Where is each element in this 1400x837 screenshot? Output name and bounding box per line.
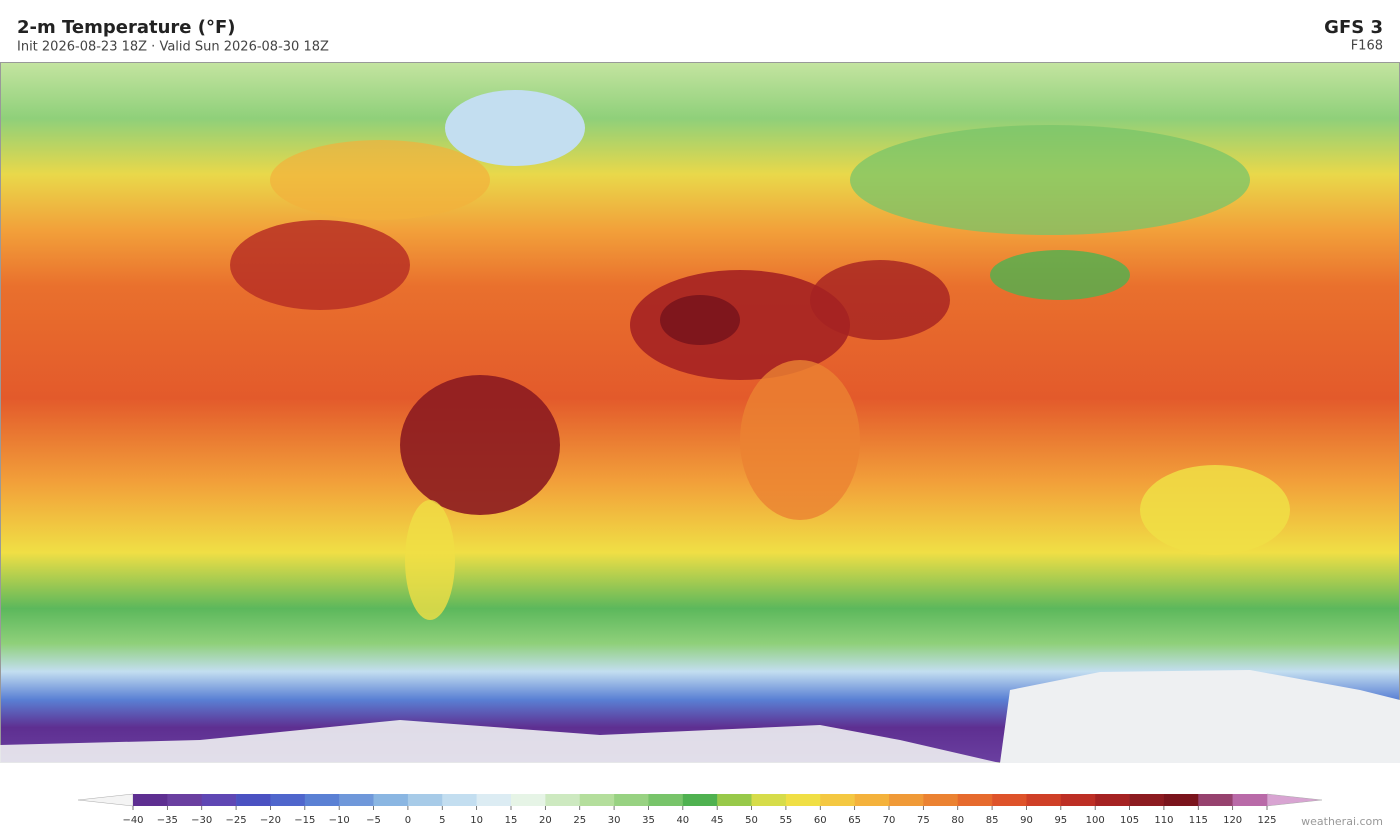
land-region — [990, 250, 1130, 300]
land-region — [660, 295, 740, 345]
colorbar-segment — [682, 794, 718, 806]
colorbar: −40 −35 −30 −25 −20 −15 −10 −5 0 5 10 15 20 25 30 35 40 4… — [77, 793, 1323, 826]
colorbar-tick-label: 125 — [1257, 815, 1276, 826]
colorbar-tick-label: 10 — [470, 815, 483, 826]
colorbar-tick-label: −10 — [329, 815, 350, 826]
colorbar-tick-label: 75 — [917, 815, 930, 826]
colorbar-tick-label: 5 — [439, 815, 445, 826]
colorbar-tick-label: −40 — [122, 815, 143, 826]
colorbar-tick-label: 70 — [883, 815, 896, 826]
colorbar-tick-label: 45 — [711, 815, 724, 826]
land-region — [230, 220, 410, 310]
colorbar-tick-label: 85 — [986, 815, 999, 826]
colorbar-tick-label: 0 — [405, 815, 411, 826]
colorbar-tick-label: −20 — [260, 815, 281, 826]
watermark: weatherai.com — [1301, 815, 1383, 828]
colorbar-segment — [923, 794, 959, 806]
colorbar-segment — [1026, 794, 1062, 806]
colorbar-tick-label: 15 — [505, 815, 518, 826]
land-region — [270, 140, 490, 220]
land-region — [445, 90, 585, 166]
colorbar-segment — [373, 794, 409, 806]
land-region — [400, 375, 560, 515]
map — [0, 62, 1400, 763]
colorbar-segment — [957, 794, 993, 806]
colorbar-segment — [648, 794, 684, 806]
colorbar-segment — [167, 794, 203, 806]
forecast-hour: F168 — [1351, 39, 1383, 54]
colorbar-segment — [511, 794, 546, 806]
colorbar-tick-label: 80 — [951, 815, 964, 826]
colorbar-segment — [1095, 794, 1130, 806]
colorbar-tick-label: 25 — [573, 815, 586, 826]
colorbar-segment — [304, 794, 340, 806]
colorbar-extension — [1266, 793, 1323, 807]
colorbar-segment — [545, 794, 581, 806]
colorbar-segment — [1198, 794, 1233, 806]
colorbar-tick-label: 95 — [1054, 815, 1067, 826]
colorbar-segment — [717, 794, 752, 806]
land-region — [405, 500, 455, 620]
antarctica — [0, 720, 1000, 763]
colorbar-tick-label: 110 — [1154, 815, 1173, 826]
colorbar-segment — [751, 794, 787, 806]
colorbar-tick-label: 35 — [642, 815, 655, 826]
colorbar-extension — [77, 793, 134, 807]
colorbar-segment — [442, 794, 477, 806]
colorbar-segment — [1232, 794, 1268, 806]
colorbar-tick-label: 50 — [745, 815, 758, 826]
colorbar-segment — [1060, 794, 1096, 806]
colorbar-segment — [820, 794, 855, 806]
colorbar-segment — [614, 794, 649, 806]
colorbar-segment — [270, 794, 306, 806]
colorbar-segment — [236, 794, 271, 806]
colorbar-tick-label: 65 — [848, 815, 861, 826]
colorbar-tick-label: 40 — [676, 815, 689, 826]
land-region — [1140, 465, 1290, 555]
subtitle: Init 2026-08-23 18Z · Valid Sun 2026-08-… — [17, 40, 329, 55]
colorbar-segment — [785, 794, 821, 806]
colorbar-tick-label: 100 — [1086, 815, 1105, 826]
land-region — [810, 260, 950, 340]
colorbar-segment — [339, 794, 374, 806]
colorbar-tick-label: −30 — [191, 815, 212, 826]
colorbar-tick-label: 115 — [1189, 815, 1208, 826]
colorbar-tick-label: −25 — [226, 815, 247, 826]
colorbar-tick-label: −5 — [366, 815, 381, 826]
colorbar-tick-label: 60 — [814, 815, 827, 826]
colorbar-segment — [1163, 794, 1199, 806]
colorbar-segment — [201, 794, 237, 806]
colorbar-tick-label: 55 — [780, 815, 793, 826]
colorbar-tick-label: −15 — [294, 815, 315, 826]
colorbar-segment — [889, 794, 924, 806]
colorbar-tick-label: 120 — [1223, 815, 1242, 826]
colorbar-segment — [1129, 794, 1165, 806]
colorbar-tick-label: −35 — [157, 815, 178, 826]
land-region — [850, 125, 1250, 235]
colorbar-tick-label: 20 — [539, 815, 552, 826]
colorbar-segment — [854, 794, 890, 806]
antarctica — [1000, 670, 1400, 763]
title: 2-m Temperature (°F) — [17, 17, 236, 38]
colorbar-segment — [476, 794, 512, 806]
colorbar-segment — [407, 794, 443, 806]
land-region — [740, 360, 860, 520]
colorbar-tick-label: 105 — [1120, 815, 1139, 826]
model-name: GFS 3 — [1324, 17, 1383, 38]
colorbar-segment — [992, 794, 1027, 806]
colorbar-tick-label: 90 — [1020, 815, 1033, 826]
colorbar-tick-label: 30 — [608, 815, 621, 826]
colorbar-segment — [133, 794, 168, 806]
colorbar-segment — [579, 794, 615, 806]
